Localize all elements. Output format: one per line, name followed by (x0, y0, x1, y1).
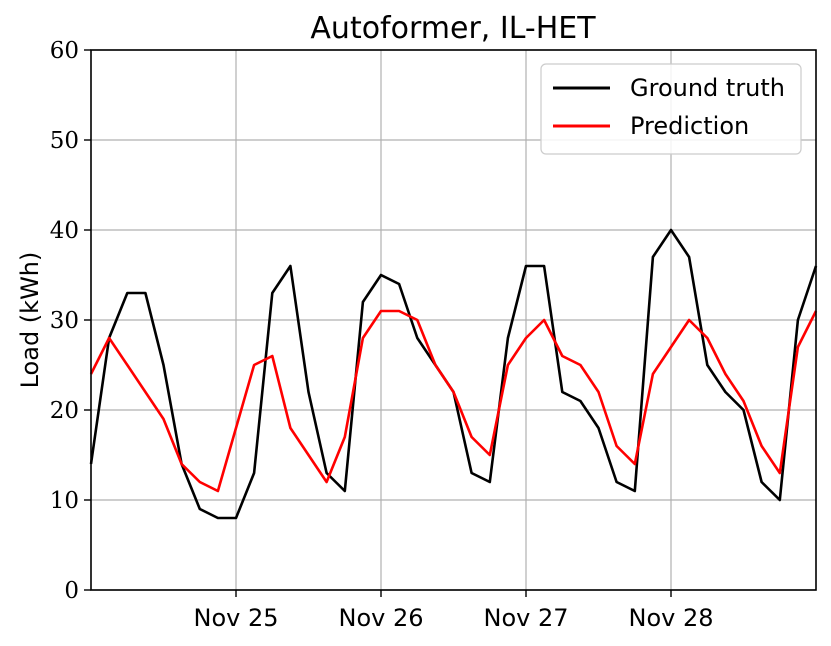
y-axis-label: Load (kWh) (16, 252, 44, 389)
series-line-prediction (89, 309, 818, 493)
legend-label-ground-truth: Ground truth (630, 74, 785, 102)
y-tick-label: 30 (50, 308, 79, 334)
x-tick-label: Nov 26 (338, 604, 423, 632)
legend: Ground truth Prediction (540, 63, 802, 155)
y-tick-label: 0 (64, 578, 79, 604)
x-tick-label: Nov 27 (483, 604, 568, 632)
x-tick-label: Nov 28 (628, 604, 713, 632)
series-layer (89, 228, 818, 520)
x-axis: Nov 25 Nov 26 Nov 27 Nov 28 (193, 590, 714, 632)
y-tick-label: 10 (50, 488, 79, 514)
series-line-ground-truth (89, 228, 818, 520)
y-tick-label: 40 (50, 218, 79, 244)
legend-label-prediction: Prediction (630, 112, 749, 140)
y-axis: 0 10 20 30 40 50 60 (50, 38, 91, 604)
x-tick-label: Nov 25 (193, 604, 278, 632)
y-tick-label: 60 (50, 38, 79, 64)
chart-title: Autoformer, IL-HET (310, 11, 596, 46)
y-tick-label: 50 (50, 128, 79, 154)
y-tick-label: 20 (50, 398, 79, 424)
